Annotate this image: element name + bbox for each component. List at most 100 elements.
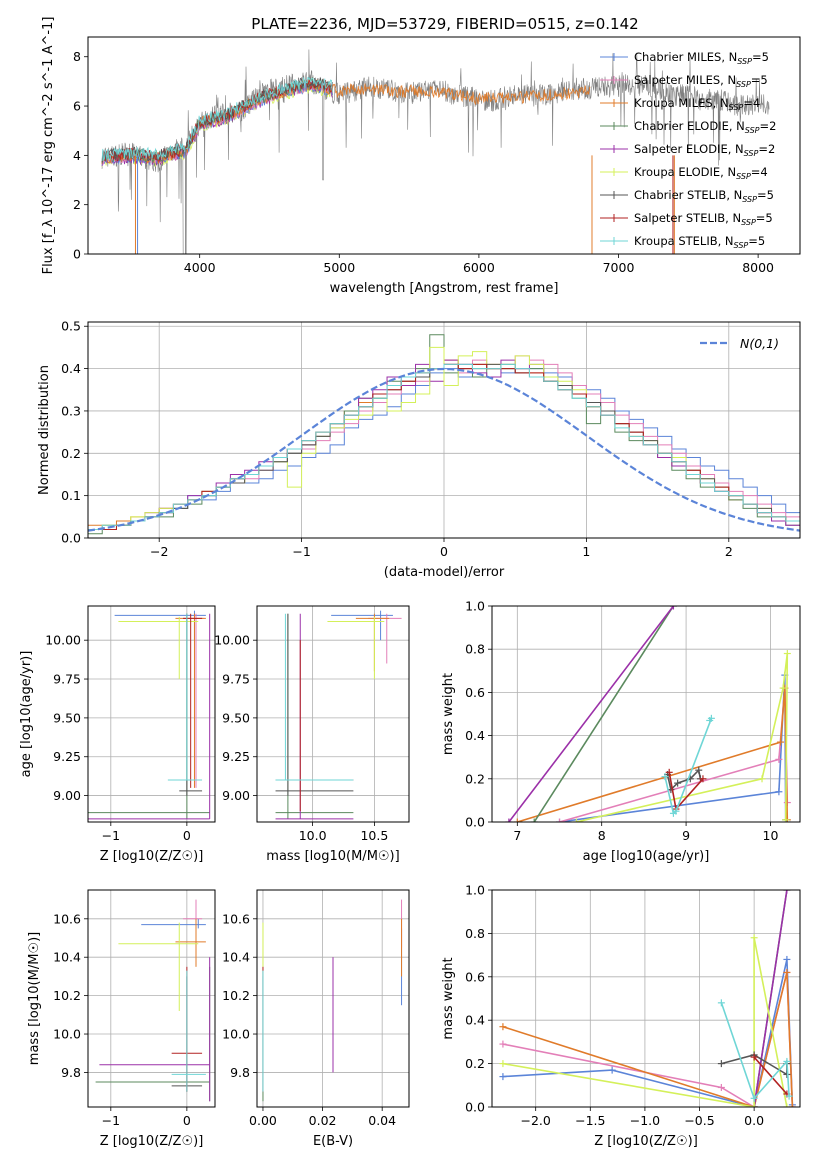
y-tick-label: 0.4 xyxy=(465,1013,485,1028)
x-axis-label: Z [log10(Z/Z☉)] xyxy=(594,1134,698,1149)
y-tick-label: 9.8 xyxy=(61,1065,81,1080)
x-tick-label: 9 xyxy=(682,828,690,843)
x-tick-label: 10.0 xyxy=(299,828,327,843)
x-tick-label: 7 xyxy=(513,828,521,843)
x-tick-label: 0.00 xyxy=(249,1113,277,1128)
x-tick-label: −2 xyxy=(150,544,168,559)
x-tick-label: 7000 xyxy=(603,260,635,275)
y-tick-label: 10.2 xyxy=(53,988,81,1003)
spectrum-layer xyxy=(101,49,770,254)
y-axis-label: Normed distribution xyxy=(37,365,52,495)
y-tick-label: 10.4 xyxy=(53,950,81,965)
line-salpeter_miles xyxy=(559,688,789,822)
massweight_vs_Z-layer xyxy=(499,890,796,1107)
panel-mass_vs_Z: −1 0 9.8 10.0 10.2 10.4 10.6 Z [log10(Z/Z☉)] mas… xyxy=(27,889,216,1149)
y-tick-label: 0.4 xyxy=(465,728,485,743)
x-tick-label: 6000 xyxy=(463,260,495,275)
line-kroupa_miles xyxy=(502,972,794,1107)
axes-frame xyxy=(87,889,216,1108)
legend-label-chabrier_elodie: Chabrier ELODIE, NSSP=2 xyxy=(634,119,776,135)
y-tick-label: 0.2 xyxy=(465,771,485,786)
legend-label-kroupa_stelib: Kroupa STELIB, NSSP=5 xyxy=(634,234,765,250)
x-axis-label: wavelength [Angstrom, rest frame] xyxy=(330,281,559,296)
line-kroupa_stelib xyxy=(720,1002,790,1100)
y-axis-label: mass weight xyxy=(441,957,456,1039)
x-tick-label: 8000 xyxy=(742,260,774,275)
y-tick-label: 0.6 xyxy=(465,969,485,984)
gaussian-curve xyxy=(88,367,800,532)
model-line-kroupa_stelib xyxy=(101,76,333,162)
x-tick-label: −0.5 xyxy=(684,1113,714,1128)
axes-frame xyxy=(87,605,216,823)
y-tick-label: 9.8 xyxy=(230,1065,250,1080)
y-tick-label: 0.2 xyxy=(61,446,81,461)
x-tick-label: 8 xyxy=(598,828,606,843)
x-tick-label: 0 xyxy=(183,1113,191,1128)
y-tick-label: 0.6 xyxy=(465,685,485,700)
y-tick-label: 0.1 xyxy=(61,488,81,503)
legend-label-salpeter_miles: Salpeter MILES, NSSP=5 xyxy=(634,73,768,89)
y-tick-label: 0.0 xyxy=(465,815,485,830)
y-tick-label: 1.0 xyxy=(465,883,485,898)
y-tick-label: 0.0 xyxy=(465,1100,485,1115)
x-tick-label: 10 xyxy=(763,828,779,843)
legend-label-kroupa_elodie: Kroupa ELODIE, NSSP=4 xyxy=(634,165,768,181)
x-tick-label: −1 xyxy=(292,544,310,559)
gaussian-legend-label: N(0,1) xyxy=(740,336,779,351)
x-axis-label: age [log10(age/yr)] xyxy=(583,849,710,864)
x-tick-label: 4000 xyxy=(184,260,216,275)
legend-label-salpeter_elodie: Salpeter ELODIE, NSSP=2 xyxy=(634,142,775,158)
y-tick-label: 1.0 xyxy=(465,599,485,614)
panel-mass_vs_ebv: 0.00 0.02 0.04 9.8 10.0 10.2 10.4 10.6 E(B-V) xyxy=(222,889,410,1149)
y-tick-label: 0.3 xyxy=(61,403,81,418)
line-chabrier_elodie xyxy=(533,606,675,822)
y-tick-label: 10.00 xyxy=(45,633,81,648)
panel-massweight_vs_age: 7 8 9 10 0.0 0.2 0.4 0.6 0.8 1.0 age [log10(age/yr… xyxy=(441,599,801,864)
hist-layer xyxy=(88,334,800,535)
y-axis-label: mass weight xyxy=(441,673,456,755)
age_vs_mass-layer xyxy=(275,610,402,820)
mass_vs_Z-layer xyxy=(95,899,211,1102)
y-axis-label: Flux [f_λ 10^-17 erg cm^-2 s^-1 A^-1] xyxy=(41,17,56,275)
line-kroupa_miles xyxy=(517,688,789,822)
y-tick-label: 0.8 xyxy=(465,926,485,941)
y-tick-label: 6 xyxy=(73,99,81,114)
y-tick-label: 10.0 xyxy=(222,1027,250,1042)
age_vs_Z-layer xyxy=(88,610,211,820)
axes-frame xyxy=(256,605,410,823)
panel-age_vs_Z: −1 0 9.00 9.25 9.50 9.75 10.00 Z [log10(Z/Z☉)] a… xyxy=(19,605,216,864)
x-tick-label: −2.0 xyxy=(521,1113,551,1128)
y-tick-label: 10.6 xyxy=(53,911,81,926)
y-tick-label: 8 xyxy=(73,49,81,64)
axes-frame xyxy=(256,889,410,1108)
x-axis-label: mass [log10(M/M☉)] xyxy=(266,849,399,864)
legend-label-chabrier_miles: Chabrier MILES, NSSP=5 xyxy=(634,50,769,66)
x-tick-label: −1.0 xyxy=(630,1113,660,1128)
y-tick-label: 10.00 xyxy=(214,633,250,648)
x-tick-label: 0 xyxy=(183,828,191,843)
x-tick-label: 0.0 xyxy=(744,1113,764,1128)
x-tick-label: −1.5 xyxy=(575,1113,605,1128)
figure-title: PLATE=2236, MJD=53729, FIBERID=0515, z=0… xyxy=(251,15,638,33)
mass_vs_ebv-layer xyxy=(262,899,403,1102)
x-tick-label: 0.02 xyxy=(309,1113,337,1128)
line-salpeter_stelib xyxy=(753,1056,788,1095)
y-tick-label: 9.75 xyxy=(53,672,81,687)
line-salpeter_elodie xyxy=(753,890,788,1107)
axes-frame xyxy=(87,321,801,539)
x-tick-label: −1 xyxy=(102,828,120,843)
y-tick-label: 0.8 xyxy=(465,642,485,657)
panel-age_vs_mass: 10.0 10.5 9.00 9.25 9.50 9.75 10.00 mass [log10… xyxy=(214,605,410,864)
y-tick-label: 0 xyxy=(73,247,81,262)
x-tick-label: 1 xyxy=(582,544,590,559)
line-salpeter_elodie xyxy=(508,606,675,822)
axes-frame xyxy=(491,605,801,823)
x-tick-label: 0 xyxy=(440,544,448,559)
x-axis-label: E(B-V) xyxy=(313,1134,353,1149)
x-tick-label: −1 xyxy=(102,1113,120,1128)
axes-frame xyxy=(87,36,801,255)
panel-massweight_vs_Z: −2.0 −1.5 −1.0 −0.5 0.0 0.0 0.2 0.4 0.6 0.8 1.0 Z [… xyxy=(441,883,801,1149)
y-tick-label: 0.2 xyxy=(465,1056,485,1071)
x-axis-label: Z [log10(Z/Z☉)] xyxy=(100,849,204,864)
